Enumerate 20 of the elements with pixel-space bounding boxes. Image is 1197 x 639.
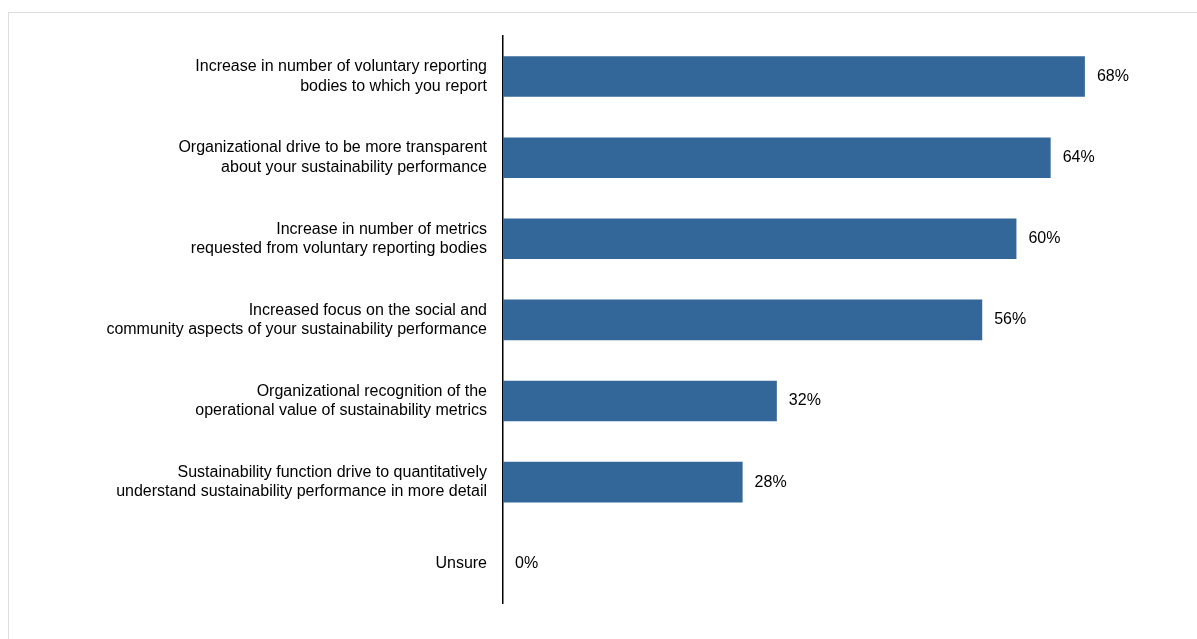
y-tick-label: Unsure <box>435 553 488 571</box>
bar <box>503 299 983 341</box>
y-tick-label: Sustainability function drive to quantitatively understand sustainability performance in more detail <box>116 462 487 500</box>
y-tick-label: Increase in number of voluntary reporting bodies to which you report <box>195 57 488 94</box>
data-label: 32% <box>788 391 821 409</box>
bar <box>503 137 1051 178</box>
bar <box>503 461 743 503</box>
data-label: 64% <box>1062 148 1095 166</box>
y-tick-label: Increased focus on the social and community aspects of your sustainability performance <box>106 300 488 337</box>
y-tick-label: Organizational recognition of the operational value of sustainability metrics <box>195 381 488 419</box>
data-label: 0% <box>515 553 539 571</box>
y-tick-label: Organizational drive to be more transparent about your sustainability performance <box>178 138 488 175</box>
data-label: 68% <box>1096 66 1129 84</box>
bar <box>503 56 1085 97</box>
bar <box>503 380 777 422</box>
data-label: 56% <box>994 310 1027 328</box>
bar <box>503 218 1017 260</box>
y-tick-label: Increase in number of metrics requested from voluntary reporting bodies <box>190 219 487 256</box>
data-label: 28% <box>754 472 787 490</box>
data-label: 60% <box>1028 229 1061 247</box>
